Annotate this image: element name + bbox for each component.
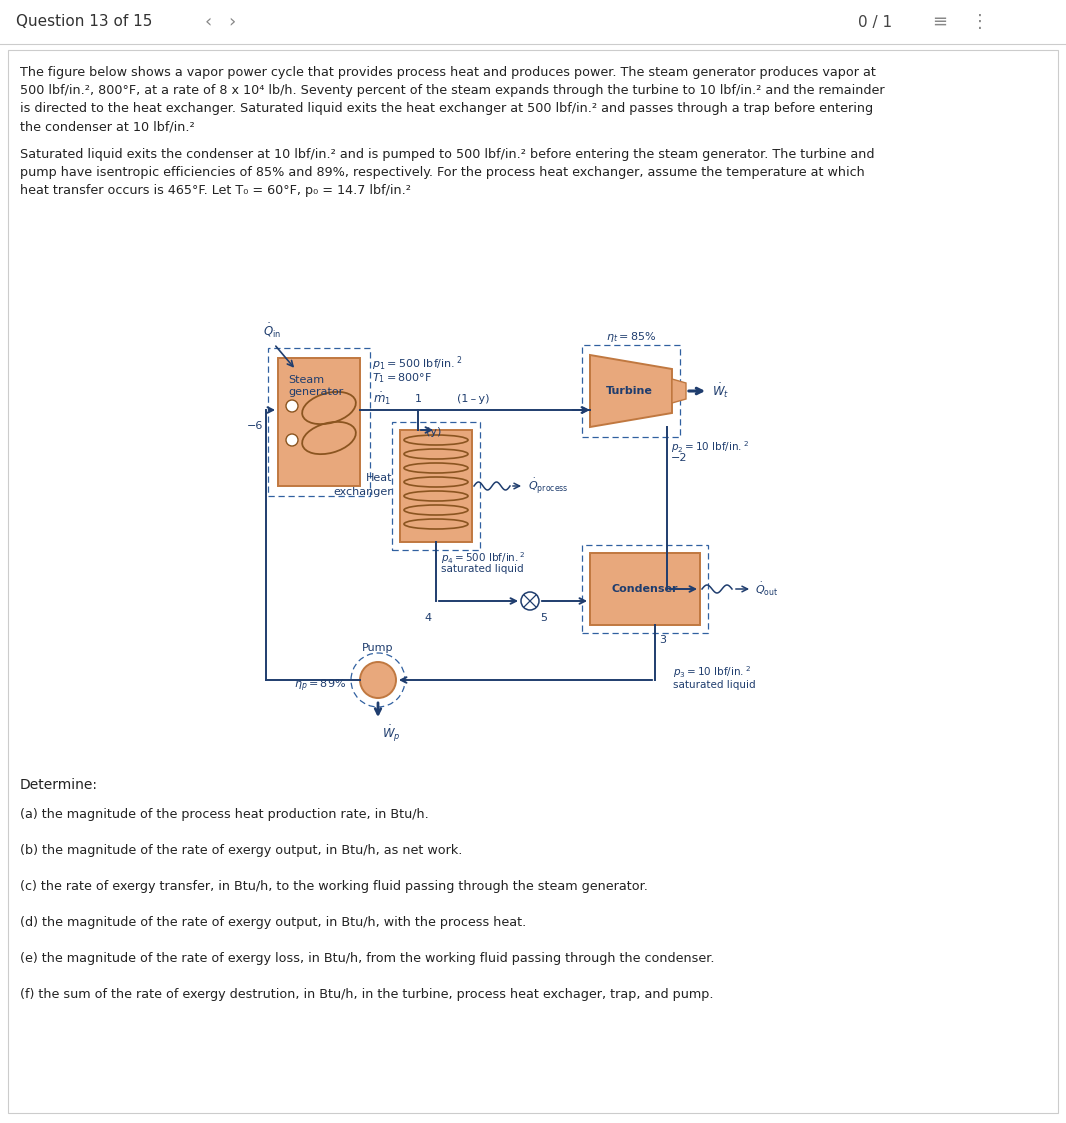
- Text: generator: generator: [288, 387, 343, 398]
- Text: $\dot{W}_t$: $\dot{W}_t$: [712, 382, 729, 400]
- Text: $T_1 = 800°\mathrm{F}$: $T_1 = 800°\mathrm{F}$: [372, 371, 432, 385]
- Bar: [582, 345, 680, 437]
- Bar: [278, 358, 360, 486]
- Text: Heat: Heat: [366, 473, 392, 483]
- Text: $\dot{Q}_\mathrm{out}$: $\dot{Q}_\mathrm{out}$: [755, 581, 778, 597]
- Text: 3: 3: [659, 634, 666, 645]
- Text: 1: 1: [415, 394, 421, 404]
- Text: $\eta_t = 85\%$: $\eta_t = 85\%$: [605, 330, 656, 344]
- Text: $\dot{Q}_\mathrm{in}$: $\dot{Q}_\mathrm{in}$: [263, 321, 281, 340]
- Text: $\dot{m}_1$: $\dot{m}_1$: [373, 391, 391, 408]
- Polygon shape: [589, 355, 672, 427]
- Text: saturated liquid: saturated liquid: [441, 564, 523, 574]
- Text: pump have isentropic efficiencies of 85% and 89%, respectively. For the process : pump have isentropic efficiencies of 85%…: [20, 166, 865, 179]
- Text: $p_2 = 10\ \mathrm{lbf/in.}^2$: $p_2 = 10\ \mathrm{lbf/in.}^2$: [671, 439, 749, 455]
- Text: ≡: ≡: [933, 13, 948, 31]
- Text: $\eta_p = 89\%$: $\eta_p = 89\%$: [294, 678, 346, 694]
- Text: Saturated liquid exits the condenser at 10 lbf/in.² and is pumped to 500 lbf/in.: Saturated liquid exits the condenser at …: [20, 148, 874, 161]
- Circle shape: [286, 433, 298, 446]
- Text: The figure below shows a vapor power cycle that provides process heat and produc: The figure below shows a vapor power cyc…: [20, 66, 876, 79]
- Text: ⋮: ⋮: [971, 13, 989, 31]
- Text: (y): (y): [426, 427, 441, 437]
- Text: Determine:: Determine:: [20, 778, 98, 792]
- Bar: [392, 422, 480, 550]
- Text: Steam: Steam: [288, 375, 324, 385]
- Text: is directed to the heat exchanger. Saturated liquid exits the heat exchanger at : is directed to the heat exchanger. Satur…: [20, 102, 873, 115]
- Bar: [589, 553, 700, 626]
- Bar: [582, 545, 708, 633]
- Text: 5: 5: [540, 613, 548, 623]
- Text: exchanger: exchanger: [333, 487, 392, 497]
- Text: (1 – y): (1 – y): [456, 394, 489, 404]
- Polygon shape: [672, 378, 687, 403]
- Circle shape: [521, 592, 539, 610]
- Text: −2: −2: [671, 453, 688, 463]
- Text: ›: ›: [228, 13, 236, 31]
- Text: Condenser: Condenser: [612, 584, 678, 594]
- Text: $p_1 = 500\ \mathrm{lbf/in.}^2$: $p_1 = 500\ \mathrm{lbf/in.}^2$: [372, 355, 463, 373]
- Text: $\dot{Q}_\mathrm{process}$: $\dot{Q}_\mathrm{process}$: [528, 476, 568, 496]
- Text: 500 lbf/in.², 800°F, at a rate of 8 x 10⁴ lb/h. Seventy percent of the steam exp: 500 lbf/in.², 800°F, at a rate of 8 x 10…: [20, 84, 885, 97]
- Text: (d) the magnitude of the rate of exergy output, in Btu/h, with the process heat.: (d) the magnitude of the rate of exergy …: [20, 916, 527, 929]
- Text: the condenser at 10 lbf/in.²: the condenser at 10 lbf/in.²: [20, 120, 195, 133]
- Text: 0 / 1: 0 / 1: [858, 15, 892, 29]
- Circle shape: [286, 400, 298, 412]
- Text: Question 13 of 15: Question 13 of 15: [16, 15, 152, 29]
- Text: (a) the magnitude of the process heat production rate, in Btu/h.: (a) the magnitude of the process heat pr…: [20, 809, 429, 821]
- Text: (e) the magnitude of the rate of exergy loss, in Btu/h, from the working fluid p: (e) the magnitude of the rate of exergy …: [20, 952, 714, 965]
- Text: (f) the sum of the rate of exergy destrution, in Btu/h, in the turbine, process : (f) the sum of the rate of exergy destru…: [20, 988, 713, 1001]
- Bar: [268, 348, 370, 496]
- Text: (b) the magnitude of the rate of exergy output, in Btu/h, as net work.: (b) the magnitude of the rate of exergy …: [20, 844, 463, 857]
- Text: (c) the rate of exergy transfer, in Btu/h, to the working fluid passing through : (c) the rate of exergy transfer, in Btu/…: [20, 880, 648, 893]
- Circle shape: [360, 661, 395, 699]
- Text: ‹: ‹: [205, 13, 212, 31]
- Text: $\dot{W}_p$: $\dot{W}_p$: [382, 724, 401, 745]
- Text: −6: −6: [246, 421, 263, 431]
- Bar: [400, 430, 472, 542]
- Text: heat transfer occurs is 465°F. Let T₀ = 60°F, p₀ = 14.7 lbf/in.²: heat transfer occurs is 465°F. Let T₀ = …: [20, 184, 411, 197]
- Text: $p_3 = 10\ \mathrm{lbf/in.}^2$: $p_3 = 10\ \mathrm{lbf/in.}^2$: [673, 664, 752, 679]
- Text: Turbine: Turbine: [605, 386, 652, 396]
- Text: $p_4 = 500\ \mathrm{lbf/in.}^2$: $p_4 = 500\ \mathrm{lbf/in.}^2$: [441, 550, 526, 566]
- Text: saturated liquid: saturated liquid: [673, 681, 756, 690]
- Text: 4: 4: [424, 613, 432, 623]
- Text: Pump: Pump: [362, 643, 393, 652]
